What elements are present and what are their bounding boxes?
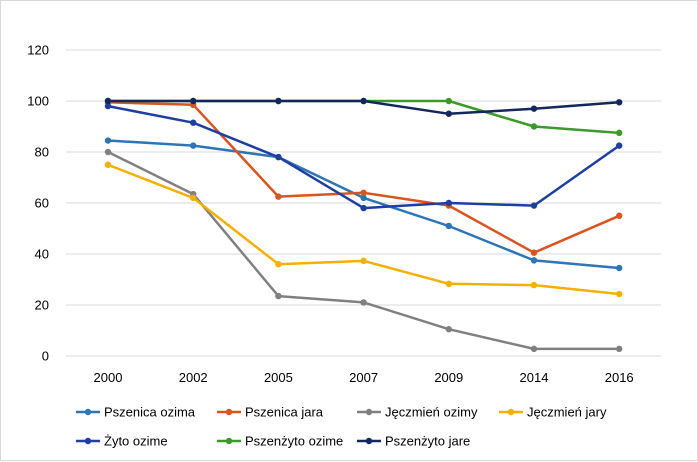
data-point: [616, 129, 623, 137]
x-tick-label: 2000: [94, 370, 123, 385]
data-point: [360, 97, 367, 105]
data-point: [530, 257, 538, 264]
legend-label: Pszenżyto jare: [385, 434, 470, 449]
data-point: [360, 204, 367, 212]
data-point: [445, 97, 452, 105]
data-point: [360, 189, 367, 196]
data-point: [616, 290, 623, 298]
data-point: [104, 102, 112, 110]
x-tick-label: 2005: [264, 370, 293, 385]
legend-marker: [365, 408, 373, 416]
legend-marker: [365, 437, 373, 445]
y-tick-label: 40: [35, 247, 49, 262]
x-tick-label: 2016: [605, 370, 634, 385]
x-tick-label: 2007: [349, 370, 378, 385]
data-point: [445, 110, 452, 117]
data-point: [104, 161, 112, 168]
y-tick-label: 100: [27, 94, 49, 109]
x-tick-label: 2002: [179, 370, 208, 385]
data-point: [190, 142, 197, 149]
data-point: [104, 137, 112, 144]
legend-marker: [84, 408, 92, 416]
y-tick-label: 0: [42, 349, 49, 364]
data-point: [275, 153, 282, 161]
legend-marker: [225, 408, 233, 416]
data-point: [445, 326, 452, 333]
data-point: [360, 194, 367, 202]
data-point: [104, 148, 112, 156]
y-tick-label: 20: [35, 298, 49, 313]
y-tick-label: 80: [35, 145, 49, 160]
data-point: [530, 281, 538, 289]
x-tick-label: 2014: [520, 370, 549, 385]
series-line-3: [106, 163, 621, 296]
data-point: [190, 97, 197, 105]
data-point: [616, 345, 623, 353]
data-point: [275, 292, 282, 300]
x-tick-label: 2009: [434, 370, 463, 385]
legend-marker: [225, 437, 233, 445]
legend-marker: [507, 408, 515, 416]
data-point: [104, 97, 112, 105]
data-point: [360, 299, 367, 306]
data-point: [530, 105, 538, 112]
data-point: [275, 193, 282, 200]
data-point: [275, 261, 282, 268]
data-point: [530, 249, 538, 256]
data-point: [360, 257, 367, 265]
data-point: [616, 264, 623, 272]
data-point: [530, 123, 538, 130]
data-point: [616, 99, 623, 106]
data-point: [445, 199, 452, 207]
legend-label: Żyto ozime: [104, 434, 168, 449]
series-line-2: [106, 150, 621, 351]
data-point: [445, 280, 452, 288]
legend-label: Jęczmień ozimy: [385, 405, 478, 420]
data-point: [616, 212, 623, 219]
legend-label: Pszenżyto ozime: [245, 434, 343, 449]
data-point: [530, 202, 538, 209]
series-line-1: [106, 101, 621, 254]
legend-marker: [84, 437, 92, 445]
data-point: [275, 97, 282, 105]
data-point: [190, 119, 197, 126]
data-point: [445, 222, 452, 230]
y-tick-label: 60: [35, 196, 49, 211]
data-point: [530, 345, 538, 353]
legend-label: Pszenica jara: [245, 405, 324, 420]
legend-label: Pszenica ozima: [104, 405, 196, 420]
legend-label: Jęczmień jary: [527, 405, 607, 420]
data-point: [190, 194, 197, 202]
y-tick-label: 120: [27, 43, 49, 58]
data-point: [616, 142, 623, 149]
